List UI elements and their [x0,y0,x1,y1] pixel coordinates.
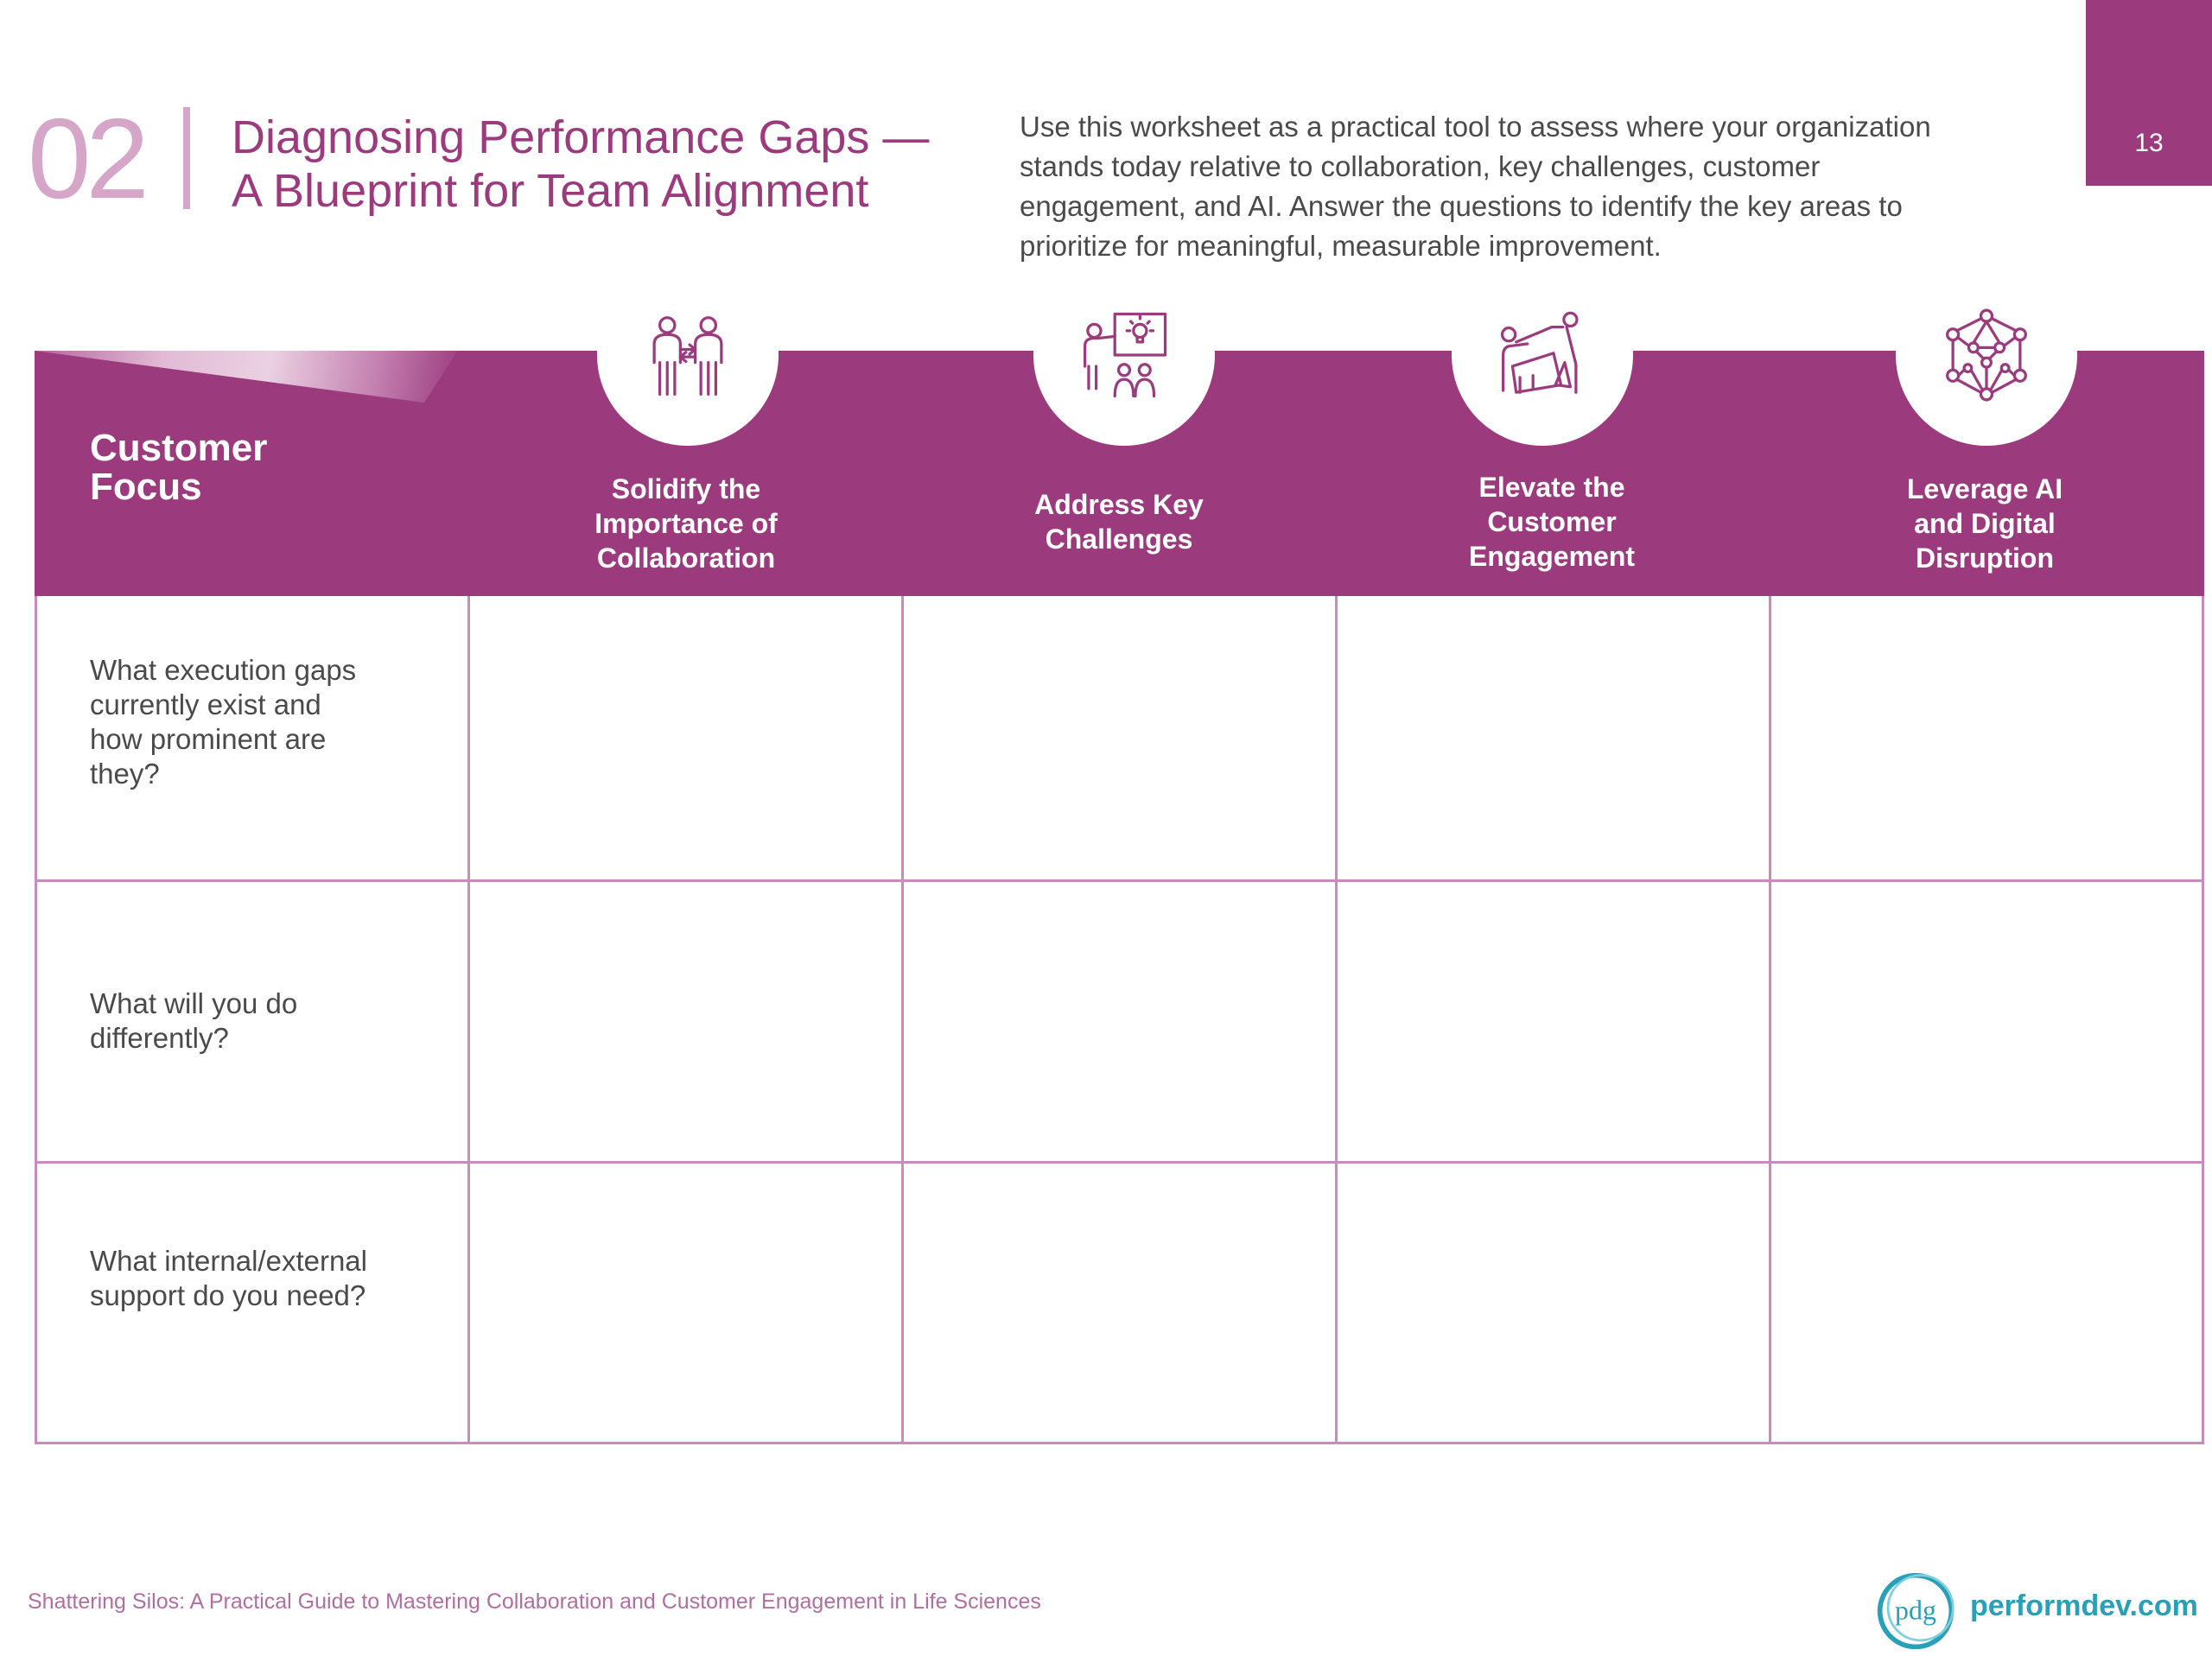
page-number-tab: 13 [2086,0,2212,186]
grid-divider [467,596,470,1444]
band-sheen-decoration [35,351,458,403]
answer-cell[interactable] [1338,882,1769,1161]
answer-cell[interactable] [470,1164,901,1442]
grid-border-left [35,596,37,1444]
intro-line: prioritize for meaningful, measurable im… [1020,230,1662,262]
row-header-label: Customer Focus [90,428,267,506]
collaboration-people-icon [597,264,779,446]
footer-guide-title: Shattering Silos: A Practical Guide to M… [28,1589,1041,1614]
row-question-support-needed: What internal/external support do you ne… [90,1244,453,1313]
row-question-do-differently: What will you do differently? [90,987,453,1056]
column-header-line: and Digital [1914,508,2056,539]
column-header-engagement: Elevate the Customer Engagement [1336,470,1768,574]
answer-cell[interactable] [1771,882,2202,1161]
grid-divider [1335,596,1338,1444]
grid-divider [1769,596,1771,1444]
answer-cell[interactable] [470,599,901,879]
intro-line: engagement, and AI. Answer the questions… [1020,190,1903,222]
column-header-challenges: Address Key Challenges [903,487,1335,556]
answer-cell[interactable] [1338,599,1769,879]
row-question-line: What will you do [90,987,298,1019]
answer-cell[interactable] [904,1164,1335,1442]
answer-cell[interactable] [1771,599,2202,879]
presentation-idea-icon [1033,264,1215,446]
row-question-line: they? [90,758,160,790]
page-number: 13 [2134,129,2164,157]
grid-divider [901,596,904,1444]
answer-cell[interactable] [1338,1164,1769,1442]
grid-border-right [2202,596,2204,1444]
column-header-line: Leverage AI [1906,473,2063,504]
grid-border-bottom [35,1442,2204,1444]
row-question-line: What internal/external [90,1245,367,1277]
logo-text: pdg [1895,1595,1936,1625]
column-header-line: Elevate the [1478,472,1625,503]
intro-line: stands today relative to collaboration, … [1020,150,1821,182]
pdg-logo: pdg [1875,1570,1956,1652]
column-header-line: Address Key [1034,489,1204,520]
row-question-line: how prominent are [90,723,327,755]
column-header-line: Engagement [1468,541,1636,572]
column-header-line: Disruption [1916,542,2054,574]
section-number: 02 [28,95,149,222]
section-divider [183,107,190,209]
answer-cell[interactable] [904,882,1335,1161]
page-title: Diagnosing Performance Gaps — A Blueprin… [232,111,992,218]
handshake-desk-icon [1452,264,1633,446]
row-header-line: Customer [90,427,268,469]
column-header-line: Solidify the [611,473,761,504]
answer-cell[interactable] [1771,1164,2202,1442]
column-header-line: Customer [1487,506,1617,537]
title-line: Diagnosing Performance Gaps — [232,111,930,163]
column-header-ai: Leverage AI and Digital Disruption [1769,472,2201,575]
footer-website-link[interactable]: performdev.com [1970,1589,2198,1622]
answer-cell[interactable] [904,599,1335,879]
intro-line: Use this worksheet as a practical tool t… [1020,111,1931,143]
row-question-line: currently exist and [90,688,321,720]
title-line: A Blueprint for Team Alignment [232,165,869,217]
row-question-execution-gaps: What execution gaps currently exist and … [90,653,453,791]
row-question-line: support do you need? [90,1279,366,1311]
column-header-line: Collaboration [596,542,776,574]
column-header-line: Importance of [594,508,778,539]
row-header-line: Focus [90,466,202,508]
grid-row-divider [35,879,2204,882]
row-question-line: differently? [90,1022,229,1054]
intro-paragraph: Use this worksheet as a practical tool t… [1020,107,2056,266]
row-question-line: What execution gaps [90,654,357,686]
answer-cell[interactable] [470,882,901,1161]
column-header-line: Challenges [1045,523,1193,555]
ai-network-icon [1896,264,2077,446]
grid-row-divider [35,1161,2204,1164]
column-header-collaboration: Solidify the Importance of Collaboration [470,472,902,575]
